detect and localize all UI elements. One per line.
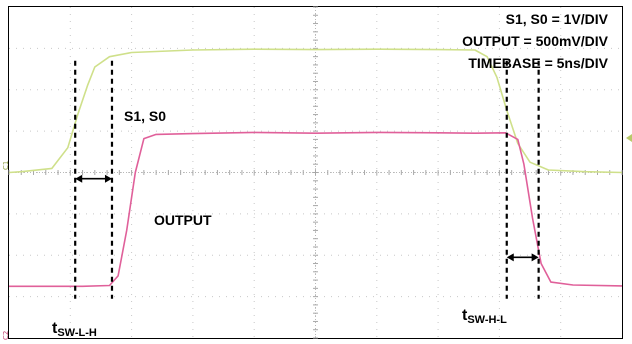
- channel-2-marker: C2: [2, 331, 10, 340]
- fall-time-t: t: [462, 307, 468, 324]
- fall-time-subscript: SW-H-L: [467, 314, 507, 326]
- channel-1-marker: C1: [2, 161, 10, 170]
- timing-arrow-left-icon: [75, 174, 83, 183]
- s-trace-label: S1, S0: [124, 108, 166, 124]
- rise-time-t: t: [52, 320, 58, 337]
- setting-line-timebase: TIMEBASE = 5ns/DIV: [468, 55, 608, 71]
- timing-arrow-left-icon: [506, 253, 514, 262]
- setting-line-output: OUTPUT = 500mV/DIV: [462, 33, 609, 49]
- rise-time-subscript: SW-L-H: [57, 327, 97, 339]
- output-trace-label: OUTPUT: [154, 212, 212, 228]
- rise-time-label: tSW-L-H: [52, 320, 97, 339]
- output-trace-line: [9, 131, 623, 288]
- timing-arrow-right-icon: [531, 253, 539, 262]
- fall-time-label: tSW-H-L: [462, 307, 507, 326]
- timing-arrow-right-icon: [104, 174, 112, 183]
- trigger-level-icon: [626, 134, 632, 142]
- timing-annotations: [74, 60, 540, 299]
- setting-line-s: S1, S0 = 1V/DIV: [506, 11, 609, 27]
